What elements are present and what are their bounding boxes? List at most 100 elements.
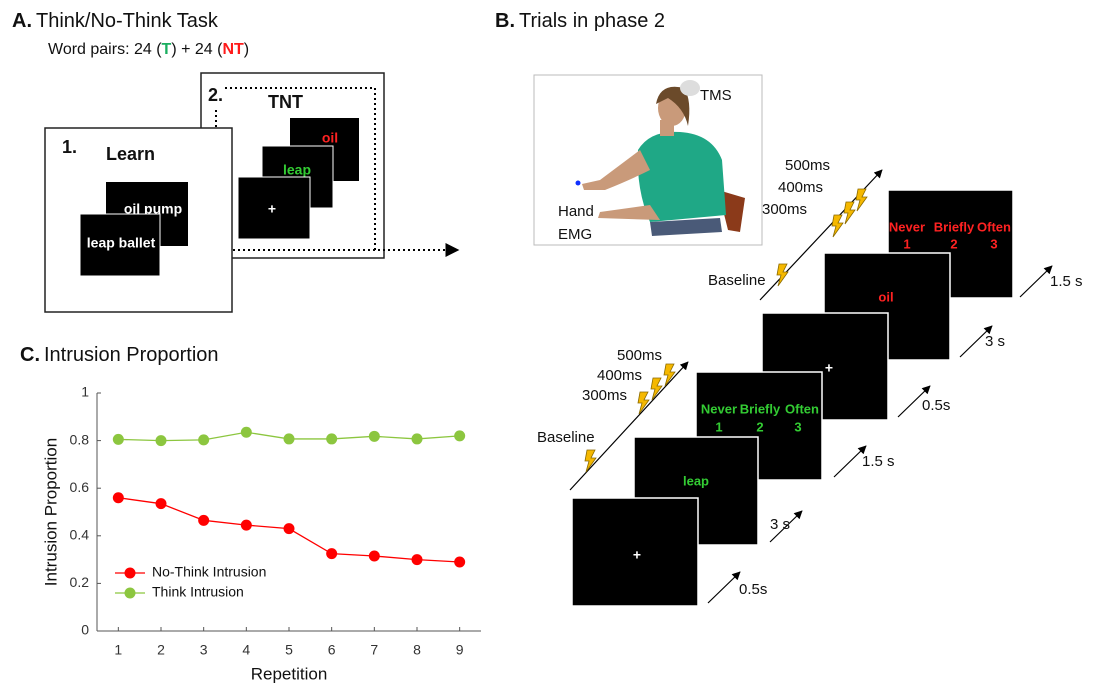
panel-a-header: A.Think/No-Think Task	[12, 10, 219, 32]
data-point	[412, 433, 423, 444]
panel-title: Trials in phase 2	[519, 10, 665, 32]
rating-number: 2	[756, 419, 763, 434]
subtitle-part: T	[162, 41, 172, 58]
screen-word: +	[633, 547, 641, 563]
data-point	[198, 515, 209, 526]
data-point	[113, 434, 124, 445]
data-point	[369, 431, 380, 442]
tms-label: Baseline	[708, 272, 766, 289]
y-tick-label: 0.6	[70, 479, 90, 495]
data-point	[412, 554, 423, 565]
rating-number: 1	[715, 419, 722, 434]
rating-word: Briefly	[740, 401, 781, 416]
data-point	[241, 427, 252, 438]
x-tick-label: 9	[456, 642, 464, 658]
x-tick-label: 3	[200, 642, 208, 658]
data-point	[113, 492, 124, 503]
data-point	[454, 556, 465, 567]
tms-pulse	[585, 450, 596, 472]
photo-label: EMG	[558, 226, 592, 243]
card-word: leap ballet	[87, 235, 156, 251]
panel-label: C.	[20, 344, 40, 366]
data-point	[156, 435, 167, 446]
data-point	[284, 523, 295, 534]
panel-title: Think/No-Think Task	[36, 10, 219, 32]
rating-number: 3	[794, 419, 801, 434]
duration: 1.5 s	[1050, 273, 1083, 290]
figure: A.Think/No-Think Task Word pairs: 24 (T)…	[0, 0, 1095, 686]
screen-word: leap	[683, 473, 709, 488]
panel-c-header: C.Intrusion Proportion	[20, 344, 219, 366]
data-point	[326, 433, 337, 444]
y-tick-label: 0.4	[70, 527, 90, 543]
rating-word: Never	[701, 401, 737, 416]
data-point	[241, 520, 252, 531]
tms-label: 400ms	[778, 179, 823, 196]
legend-label: No-Think Intrusion	[152, 564, 266, 580]
box-number: 2.	[208, 85, 223, 105]
data-point	[326, 548, 337, 559]
duration: 3 s	[770, 516, 790, 533]
panel-b-header: B.Trials in phase 2	[495, 10, 665, 32]
data-point	[198, 434, 209, 445]
chart-title: Intrusion Proportion	[44, 344, 219, 366]
photo-label: Hand	[558, 203, 594, 220]
box-number: 1.	[62, 137, 77, 157]
x-tick-label: 7	[370, 642, 378, 658]
x-tick-label: 2	[157, 642, 165, 658]
card-word: +	[268, 201, 276, 217]
duration: 1.5 s	[862, 453, 895, 470]
tms-label: 400ms	[597, 367, 642, 384]
rating-word: Never	[889, 219, 925, 234]
tms-pulse	[832, 215, 843, 237]
box-title: Learn	[106, 144, 155, 164]
tms-pulse	[777, 264, 788, 286]
tms-label: 500ms	[617, 347, 662, 364]
subtitle-part: )	[244, 41, 249, 58]
x-tick-label: 8	[413, 642, 421, 658]
panel-b: B.Trials in phase 2 TMS Hand EMG Never B…	[495, 10, 1083, 606]
screen-word: oil	[878, 289, 893, 304]
tms-label: 500ms	[785, 157, 830, 174]
rating-word: Often	[785, 401, 819, 416]
x-axis-label: Repetition	[251, 664, 328, 683]
panel-label: B.	[495, 10, 515, 32]
rating-number: 3	[990, 236, 997, 251]
duration: 0.5s	[922, 397, 950, 414]
screen-word: +	[825, 360, 833, 376]
x-tick-label: 4	[242, 642, 250, 658]
tms-pulse	[844, 202, 855, 224]
photo-label: TMS	[700, 87, 732, 104]
rating-number: 2	[950, 236, 957, 251]
duration: 0.5s	[739, 581, 767, 598]
legend-label: Think Intrusion	[152, 584, 244, 600]
card-word: leap	[283, 162, 311, 178]
data-point	[454, 430, 465, 441]
legend-marker	[125, 568, 136, 579]
card-word: oil	[322, 130, 338, 146]
y-tick-label: 1	[81, 384, 89, 400]
subtitle-part: NT	[222, 41, 244, 58]
x-tick-label: 1	[114, 642, 122, 658]
subtitle-part: ) + 24 (	[171, 41, 223, 58]
tms-pulse	[856, 189, 867, 211]
data-point	[284, 433, 295, 444]
rating-word: Briefly	[934, 219, 975, 234]
panel-label: A.	[12, 10, 32, 32]
panel-a: A.Think/No-Think Task Word pairs: 24 (T)…	[12, 10, 458, 312]
subtitle: Word pairs: 24 (T) + 24 (NT)	[48, 41, 249, 58]
y-tick-label: 0	[81, 622, 89, 638]
rating-word: Often	[977, 219, 1011, 234]
y-axis-label: Intrusion Proportion	[41, 438, 60, 586]
box-title: TNT	[268, 92, 303, 112]
y-tick-label: 0.2	[70, 574, 90, 590]
legend-marker	[125, 588, 136, 599]
x-tick-label: 5	[285, 642, 293, 658]
y-tick-label: 0.8	[70, 431, 90, 447]
tms-label: 300ms	[582, 387, 627, 404]
data-point	[156, 498, 167, 509]
duration: 3 s	[985, 333, 1005, 350]
tms-label: 300ms	[762, 201, 807, 218]
x-tick-label: 6	[328, 642, 336, 658]
